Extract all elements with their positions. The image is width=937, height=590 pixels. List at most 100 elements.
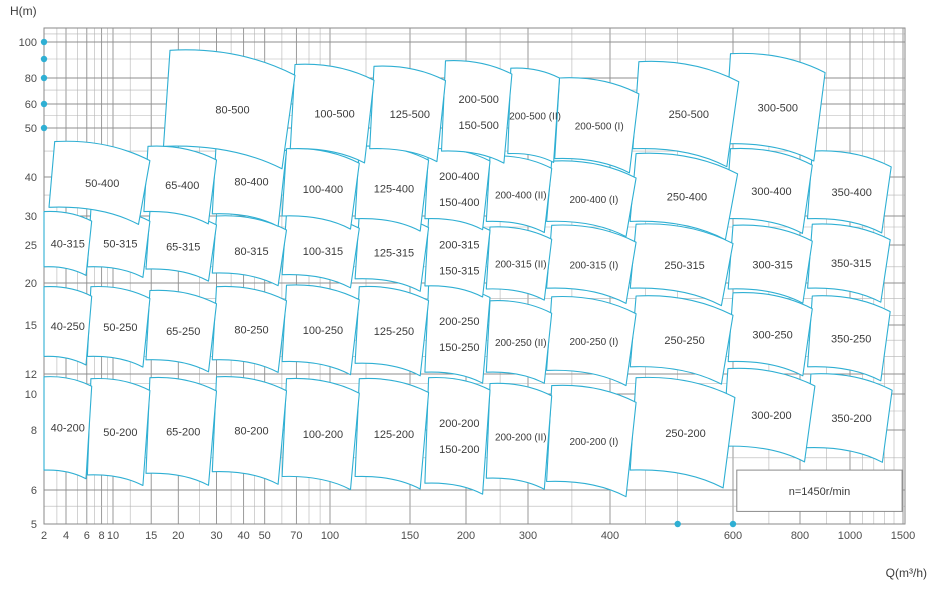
speed-note-label: n=1450r/min [789, 486, 850, 498]
pump-model-label: 40-200 [51, 423, 85, 435]
pump-tile-200-400(II) [485, 155, 553, 234]
pump-tile-250-200 [629, 376, 736, 489]
x-tick-label: 4 [63, 530, 69, 542]
y-tick-label: 50 [25, 123, 37, 135]
pump-row-200: 350-200 300-200 250-200 200-200 (I) 200-200 … [43, 367, 893, 498]
y-tick-label: 40 [25, 172, 37, 184]
pump-model-label: 350-200 [831, 413, 871, 425]
y-tick-label: 30 [25, 211, 37, 223]
pump-model-label: 200-200 (I) [569, 437, 618, 448]
pump-tile-65-200 [145, 376, 218, 486]
x-tick-label: 30 [210, 530, 222, 542]
pump-tile-65-250 [145, 289, 218, 373]
x-tick-label: 100 [321, 530, 339, 542]
x-tick-label: 400 [601, 530, 619, 542]
x-axis-dot [674, 520, 681, 528]
pump-model-label: 300-200 [751, 410, 791, 422]
pump-model-label: 125-200 [374, 429, 414, 441]
pump-tile-200-500(II) [507, 67, 561, 163]
pump-model-label: 65-400 [165, 180, 199, 192]
y-tick-label: 20 [25, 278, 37, 290]
pump-model-label: 125-250 [374, 326, 414, 338]
pump-model-label: 200-315 [439, 240, 479, 252]
pump-model-label: 150-400 [439, 197, 479, 209]
x-axis-dot [729, 520, 737, 528]
pump-tile-200-315 [424, 217, 491, 298]
pump-model-label: 250-250 [664, 335, 704, 347]
pump-model-label: 200-250 (II) [495, 338, 547, 349]
pump-model-label: 40-250 [51, 321, 85, 333]
y-tick-label: 12 [25, 369, 37, 381]
pump-model-label: 350-315 [831, 258, 871, 270]
plot-border [43, 27, 906, 525]
pump-row-500: 300-500 250-500 200-500 (I) 200-500 (II) 200… [162, 49, 826, 174]
pump-tile-200-400(I) [546, 160, 637, 238]
x-tick-label: 2 [41, 530, 47, 542]
x-tick-label: 20 [172, 530, 184, 542]
x-tick-label: 150 [401, 530, 419, 542]
pump-tile-40-200 [43, 376, 93, 480]
pump-model-label: 40-315 [51, 239, 85, 251]
pump-model-label: 100-200 [303, 429, 343, 441]
pump-model-label: 65-315 [166, 241, 200, 253]
pump-model-label: 65-200 [166, 427, 200, 439]
pump-model-label: 250-200 [665, 428, 705, 440]
pump-tile-350-400 [806, 150, 892, 234]
y-axis-dot [40, 38, 48, 46]
pump-model-label: 350-400 [832, 187, 872, 199]
pump-tile-250-315 [629, 223, 734, 307]
pump-tile-200-200(I) [546, 384, 637, 498]
pump-model-label: 50-200 [103, 427, 137, 439]
pump-model-label: 50-400 [85, 178, 119, 190]
pump-tile-300-315 [727, 224, 813, 304]
pump-model-label: 150-200 [439, 444, 479, 456]
pump-model-label: 300-315 [752, 259, 792, 271]
pump-tile-125-200 [354, 377, 430, 490]
pump-model-label: 125-400 [374, 184, 414, 196]
y-tick-label: 8 [31, 425, 37, 437]
pump-tile-250-500 [632, 60, 740, 168]
y-tick-label: 25 [25, 240, 37, 252]
pump-model-label: 200-315 (I) [569, 260, 618, 271]
pump-row-250: 350-250 300-250 250-250 200-250 (I) 200-250 … [43, 284, 891, 387]
pump-tile-350-315 [807, 223, 891, 303]
pump-tiles: 350-200 300-200 250-200 200-200 (I) 200-200 … [43, 49, 893, 498]
pump-model-label: 125-500 [390, 109, 430, 121]
x-tick-label: 70 [290, 530, 302, 542]
y-axis-dot [40, 74, 48, 82]
pump-model-label: 250-400 [667, 192, 707, 204]
x-tick-label: 1500 [891, 530, 915, 542]
pump-model-label: 200-400 (I) [569, 195, 618, 206]
pump-tile-200-250 [424, 284, 491, 384]
y-tick-label: 100 [19, 37, 37, 49]
pump-tile-250-400 [629, 152, 739, 241]
pump-model-label: 80-250 [234, 325, 268, 337]
pump-tile-100-500 [289, 63, 375, 164]
pump-model-label: 200-200 [439, 418, 479, 430]
pump-model-label: 100-500 [314, 109, 354, 121]
pump-tile-80-250 [211, 285, 288, 373]
y-axis-title: H(m) [10, 4, 37, 18]
y-axis-dot [40, 100, 48, 108]
pump-model-label: 300-500 [758, 102, 798, 114]
y-tick-label: 60 [25, 99, 37, 111]
pump-tile-40-250 [43, 285, 93, 366]
pump-row-315: 350-315 300-315 250-315 200-315 (I) 200-315 … [43, 208, 891, 307]
x-tick-label: 40 [237, 530, 249, 542]
pump-model-label: 100-315 [303, 246, 343, 258]
pump-tile-65-400 [143, 145, 218, 225]
pump-tile-350-250 [807, 295, 891, 382]
y-tick-label: 15 [25, 320, 37, 332]
pump-model-label: 200-250 [439, 316, 479, 328]
pump-model-label: 100-400 [303, 184, 343, 196]
pump-tile-250-250 [629, 295, 734, 385]
pump-tile-200-200 [424, 376, 491, 495]
pump-tile-125-250 [354, 285, 430, 377]
pump-tile-200-250(II) [485, 300, 553, 384]
pump-tile-50-250 [86, 285, 151, 368]
axis-ticks: 2 4 6 8 10 15 20 30 40 50 70 100 150 200 300 400 600 800 1… [19, 37, 916, 542]
pump-model-label: 300-400 [751, 186, 791, 198]
y-tick-label: 5 [31, 519, 37, 531]
pump-tile-200-250(I) [546, 295, 637, 387]
